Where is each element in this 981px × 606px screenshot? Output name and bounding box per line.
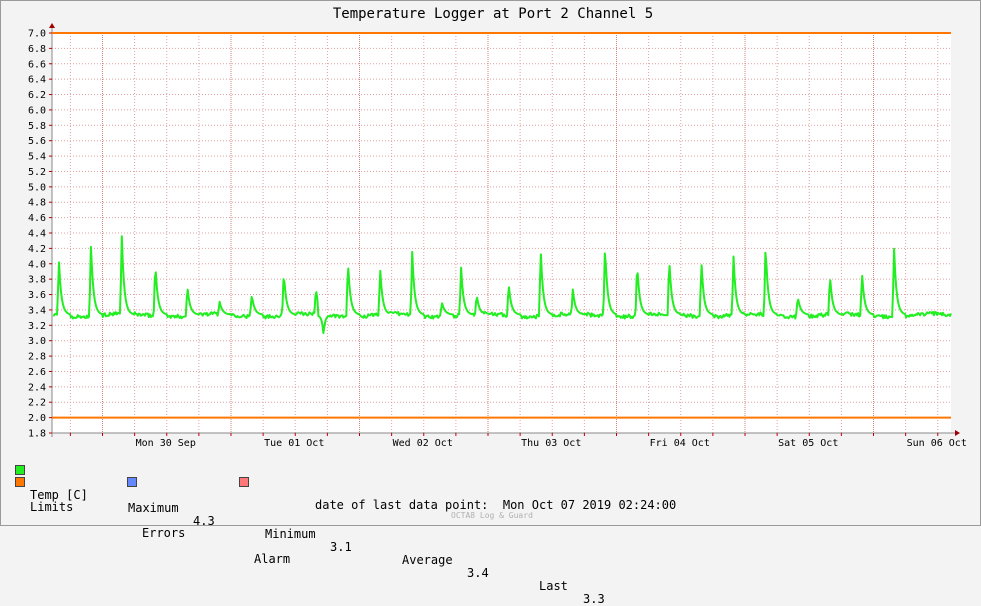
axes <box>49 23 960 437</box>
x-tick-label: Tue 01 Oct <box>264 438 324 449</box>
limits-swatch <box>15 477 25 487</box>
y-tick-label: 4.2 <box>28 244 46 255</box>
errors-legend-label: Errors <box>142 526 186 540</box>
x-axis-arrow <box>955 430 960 436</box>
y-tick-label: 6.8 <box>28 44 46 55</box>
x-tick-label: Sun 06 Oct <box>907 438 967 449</box>
alarm-swatch <box>239 477 249 487</box>
x-tick-label: Fri 04 Oct <box>650 438 710 449</box>
x-tick-label: Wed 02 Oct <box>393 438 453 449</box>
y-tick-label: 7.0 <box>28 29 46 40</box>
last-data-label: date of last data point: <box>315 498 489 512</box>
limit-lines <box>52 32 951 419</box>
y-axis-ticks: 1.8 2.0 2.2 2.4 2.6 2.8 3.0 3.2 3.4 3.6 3.8 4.0 4.2 4… <box>28 29 52 440</box>
y-tick-label: 1.8 <box>28 429 46 440</box>
series-group <box>52 235 952 335</box>
y-tick-label: 5.8 <box>28 121 46 132</box>
y-tick-label: 4.6 <box>28 213 46 224</box>
x-tick-label: Thu 03 Oct <box>521 438 581 449</box>
last-label: Last <box>539 579 568 593</box>
alarm-legend-label: Alarm <box>254 552 291 566</box>
y-tick-label: 2.8 <box>28 352 46 363</box>
y-tick-label: 3.0 <box>28 336 46 347</box>
x-tick-label: Sat 05 Oct <box>778 438 838 449</box>
x-tick-label: Mon 30 Sep <box>136 438 196 449</box>
grid <box>52 32 951 433</box>
chart-area: Temperature Logger at Port 2 Channel 5 1… <box>28 6 967 449</box>
plot-background <box>52 33 951 433</box>
temp-swatch <box>15 465 25 475</box>
y-tick-label: 5.2 <box>28 167 46 178</box>
y-tick-label: 6.0 <box>28 105 46 116</box>
y-tick-label: 6.2 <box>28 90 46 101</box>
y-tick-label: 3.8 <box>28 275 46 286</box>
last-value: 3.3 <box>583 592 605 606</box>
limits-legend-label: Limits <box>30 500 74 514</box>
y-tick-label: 2.6 <box>28 367 46 378</box>
y-tick-label: 5.6 <box>28 136 46 147</box>
y-tick-label: 4.4 <box>28 229 46 240</box>
last-data-point: date of last data point: Mon Oct 07 2019… <box>315 499 676 512</box>
y-tick-label: 5.0 <box>28 182 46 193</box>
y-tick-label: 2.2 <box>28 398 46 409</box>
temp-series-line <box>52 235 952 335</box>
chart-title: Temperature Logger at Port 2 Channel 5 <box>333 6 653 22</box>
legend-row-markers: Limits Errors Alarm <box>15 475 290 566</box>
y-tick-label: 3.4 <box>28 305 46 316</box>
y-axis-arrow <box>49 23 55 28</box>
maximum-value: 4.3 <box>193 514 215 528</box>
maximum-label: Maximum <box>128 501 179 515</box>
y-tick-label: 6.4 <box>28 75 46 86</box>
errors-swatch <box>127 477 137 487</box>
last-data-value: Mon Oct 07 2019 02:24:00 <box>502 498 677 512</box>
y-tick-label: 4.8 <box>28 198 46 209</box>
average-value: 3.4 <box>467 566 489 580</box>
y-tick-label: 3.2 <box>28 321 46 332</box>
y-tick-label: 6.6 <box>28 59 46 70</box>
y-tick-label: 5.4 <box>28 152 46 163</box>
y-tick-label: 4.0 <box>28 259 46 270</box>
y-tick-label: 2.0 <box>28 413 46 424</box>
temp-legend-label: Temp [C] <box>30 488 88 502</box>
watermark-text: OCTA8 Log & Guard <box>451 511 533 520</box>
minimum-value: 3.1 <box>330 540 352 554</box>
x-axis-ticks: Mon 30 Sep Tue 01 Oct Wed 02 Oct Thu 03 Oct… <box>69 433 967 449</box>
average-label: Average <box>402 553 453 567</box>
y-tick-label: 3.6 <box>28 290 46 301</box>
minimum-label: Minimum <box>265 527 316 541</box>
y-tick-label: 2.4 <box>28 382 46 393</box>
